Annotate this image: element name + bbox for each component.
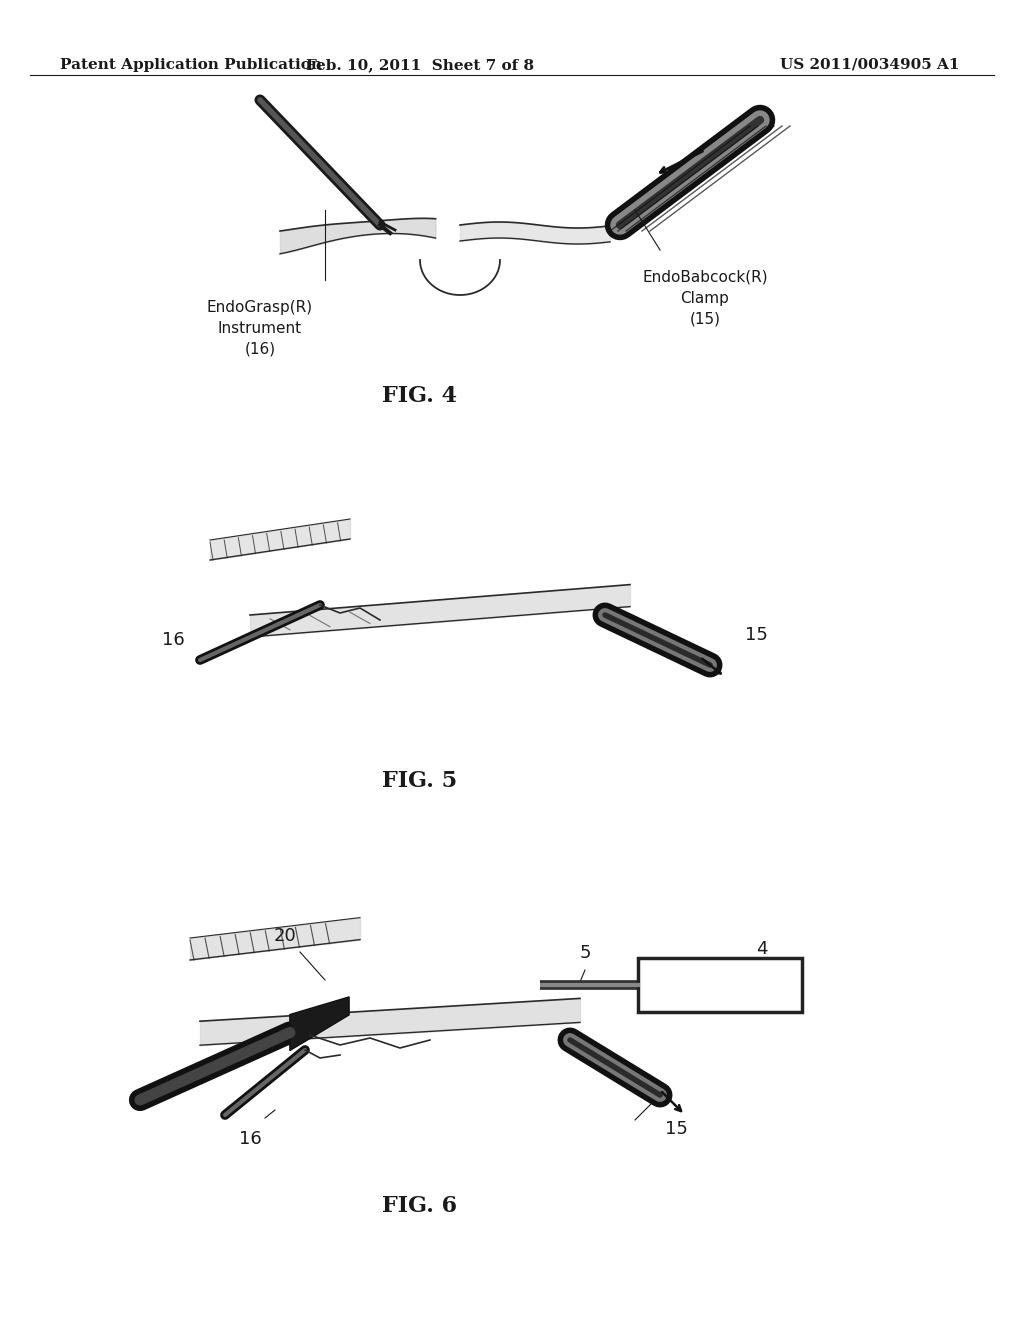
Text: FIG. 5: FIG. 5	[382, 770, 458, 792]
FancyBboxPatch shape	[638, 958, 802, 1012]
Text: US 2011/0034905 A1: US 2011/0034905 A1	[780, 58, 961, 73]
Polygon shape	[290, 997, 349, 1051]
Text: FIG. 6: FIG. 6	[382, 1195, 458, 1217]
Text: FIG. 4: FIG. 4	[383, 385, 458, 407]
Text: EndoGrasp(R)
Instrument
(16): EndoGrasp(R) Instrument (16)	[207, 300, 313, 356]
Text: 4: 4	[757, 940, 768, 958]
Text: Patent Application Publication: Patent Application Publication	[60, 58, 322, 73]
Text: 16: 16	[162, 631, 185, 649]
Text: 15: 15	[665, 1119, 688, 1138]
Text: 20: 20	[273, 927, 296, 945]
Text: EndoBabcock(R)
Clamp
(15): EndoBabcock(R) Clamp (15)	[642, 271, 768, 327]
Text: Feb. 10, 2011  Sheet 7 of 8: Feb. 10, 2011 Sheet 7 of 8	[306, 58, 535, 73]
Text: 5: 5	[580, 944, 591, 962]
Text: 16: 16	[239, 1130, 261, 1148]
Text: 15: 15	[745, 626, 768, 644]
